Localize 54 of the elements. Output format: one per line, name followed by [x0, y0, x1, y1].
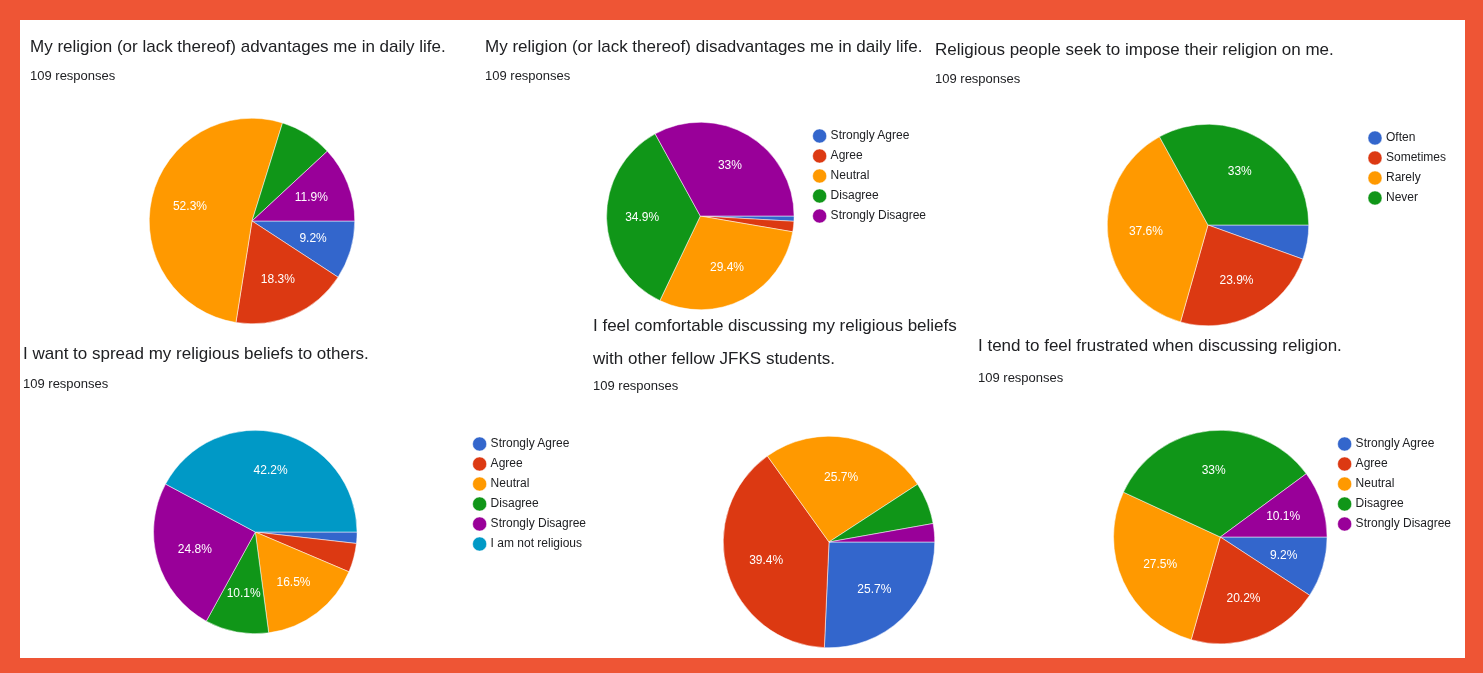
legend-label: Disagree: [1355, 496, 1404, 511]
data-label: 23.9%: [1219, 272, 1254, 287]
chart-title: I tend to feel frustrated when discussing religion.: [978, 335, 1343, 357]
chart-subtitle: 109 responses: [593, 378, 679, 393]
data-label: 33%: [1227, 163, 1253, 178]
data-label: 11.9%: [294, 190, 329, 205]
chart-subtitle: 109 responses: [23, 376, 109, 391]
legend-label: Strongly Disagree: [490, 516, 587, 531]
chart-subtitle: 109 responses: [485, 68, 571, 83]
chart-title: My religion (or lack thereof) disadvantages me in daily life.: [485, 37, 923, 56]
legend-label: Strongly Agree: [490, 436, 570, 451]
data-label: 27.5%: [1143, 556, 1178, 571]
text: 109 responses: [935, 71, 1021, 86]
data-label: 37.6%: [1128, 224, 1164, 239]
legend-label: Strongly Disagree: [1355, 516, 1452, 531]
data-label: 52.3%: [172, 198, 208, 213]
legend-label: Strongly Disagree: [830, 208, 927, 223]
legend-label: Agree: [830, 148, 863, 163]
chart-title: I feel comfortable discussing my religious beliefs with other fellow JFKS students.: [593, 315, 958, 370]
data-label: 33%: [1201, 463, 1226, 478]
data-label: 18.3%: [260, 271, 296, 286]
data-label: 39.4%: [749, 553, 784, 567]
legend-label: Strongly Agree: [830, 128, 910, 143]
data-label: 25.7%: [824, 469, 859, 484]
data-label: 16.5%: [276, 574, 311, 589]
chart-subtitle: 109 responses: [978, 370, 1064, 385]
legend-label: Disagree: [490, 496, 539, 511]
legend-label: Disagree: [830, 188, 879, 203]
legend-label: Rarely: [1385, 170, 1421, 185]
chart-title: My religion (or lack thereof) advantages me in daily life.: [30, 37, 446, 56]
chart-title: Religious people seek to impose their religion on me.: [935, 39, 1335, 61]
legend-label: Neutral: [490, 476, 530, 491]
chart-subtitle: 109 responses: [30, 68, 116, 83]
data-label: 20.2%: [1226, 591, 1261, 606]
legend-label: I am not religious: [490, 536, 583, 551]
legend-label: Neutral: [830, 168, 870, 183]
data-label: 10.1%: [1266, 508, 1301, 523]
data-label: 9.2%: [1270, 548, 1298, 563]
legend-label: Never: [1385, 190, 1418, 205]
legend-label: Sometimes: [1385, 150, 1447, 165]
legend-label: Neutral: [1355, 476, 1395, 491]
data-label: 10.1%: [226, 586, 262, 601]
data-label: 9.2%: [299, 231, 328, 246]
legend-label: Often: [1385, 130, 1416, 145]
data-label: 29.4%: [710, 259, 745, 274]
data-label: 24.8%: [177, 542, 213, 557]
data-label: 42.2%: [253, 463, 288, 478]
data-label: 33%: [717, 158, 743, 173]
data-label: 25.7%: [857, 581, 892, 596]
data-label: 34.9%: [625, 209, 660, 224]
legend-label: Agree: [490, 456, 523, 471]
legend-label: Strongly Agree: [1355, 436, 1435, 451]
chart-title: I want to spread my religious beliefs to others.: [23, 343, 370, 365]
legend-label: Agree: [1355, 456, 1388, 471]
